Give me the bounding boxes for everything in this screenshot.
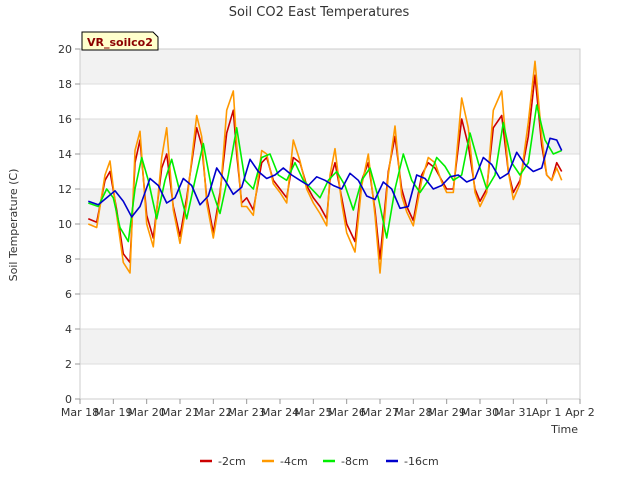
x-tick-label: Mar 28 <box>394 406 432 419</box>
station-badge: VR_soilco2 <box>81 31 159 51</box>
y-axis-label: Soil Temperature (C) <box>7 169 20 282</box>
y-axis-ticks: 0 2 4 6 8 10 12 14 16 18 20 <box>58 43 80 406</box>
y-tick-label: 6 <box>65 288 72 301</box>
x-tick-label: Mar 31 <box>494 406 532 419</box>
station-badge-box <box>81 31 159 51</box>
series-line-minus-2cm <box>87 74 563 264</box>
legend-item: -8cm <box>323 455 369 468</box>
y-tick-label: 10 <box>58 218 72 231</box>
legend-item: -2cm <box>200 455 246 468</box>
y-tick-label: 12 <box>58 183 72 196</box>
x-tick-label: Mar 20 <box>128 406 166 419</box>
x-tick-label: Mar 29 <box>428 406 466 419</box>
plot-band <box>80 49 580 84</box>
x-tick-label: Mar 27 <box>361 406 399 419</box>
legend-item: -16cm <box>386 455 439 468</box>
y-tick-label: 14 <box>58 148 72 161</box>
x-tick-label: Mar 22 <box>194 406 232 419</box>
y-tick-label: 18 <box>58 78 72 91</box>
legend-label: -8cm <box>341 455 369 468</box>
x-tick-label: Mar 25 <box>294 406 332 419</box>
plot-band <box>80 259 580 294</box>
x-tick-label: Mar 30 <box>461 406 499 419</box>
legend-label: -16cm <box>404 455 439 468</box>
y-tick-label: 8 <box>65 253 72 266</box>
legend: -2cm -4cm -8cm -16cm <box>200 455 439 468</box>
series-line-minus-4cm <box>87 60 563 274</box>
series-line-minus-16cm <box>88 137 563 218</box>
x-tick-label: Mar 21 <box>161 406 199 419</box>
legend-item: -4cm <box>262 455 308 468</box>
x-axis-label: Time <box>550 423 578 436</box>
y-tick-label: 2 <box>65 358 72 371</box>
legend-label: -2cm <box>218 455 246 468</box>
x-tick-label: Apr 2 <box>565 406 595 419</box>
y-tick-label: 20 <box>58 43 72 56</box>
plot-band <box>80 329 580 364</box>
x-tick-label: Mar 24 <box>261 406 299 419</box>
y-tick-label: 4 <box>65 323 72 336</box>
plot-background-bands <box>80 49 580 364</box>
y-tick-label: 16 <box>58 113 72 126</box>
x-tick-label: Mar 19 <box>94 406 132 419</box>
station-badge-text: VR_soilco2 <box>87 36 153 49</box>
legend-label: -4cm <box>280 455 308 468</box>
y-tick-label: 0 <box>65 393 72 406</box>
series-lines <box>87 60 563 274</box>
chart-title: Soil CO2 East Temperatures <box>229 5 410 20</box>
x-tick-label: Mar 26 <box>328 406 366 419</box>
x-tick-label: Mar 18 <box>61 406 99 419</box>
x-tick-label: Mar 23 <box>228 406 266 419</box>
x-tick-label: Apr 1 <box>532 406 562 419</box>
